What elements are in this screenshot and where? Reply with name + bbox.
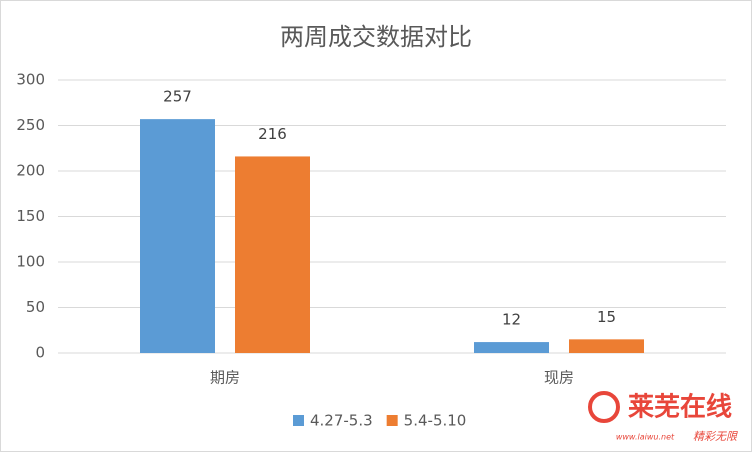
legend-swatch: [386, 415, 398, 426]
chart-title: 两周成交数据对比: [280, 23, 472, 51]
data-label: 216: [258, 125, 287, 143]
legend-label: 5.4-5.10: [404, 412, 467, 430]
data-label: 257: [163, 88, 192, 106]
bar: [140, 119, 215, 353]
y-tick-label: 300: [16, 71, 45, 89]
y-tick-label: 250: [16, 116, 45, 134]
y-tick-label: 0: [35, 344, 45, 362]
bar: [235, 156, 310, 353]
legend-label: 4.27-5.3: [310, 412, 373, 430]
y-tick-label: 100: [16, 253, 45, 271]
bar: [474, 342, 549, 353]
watermark: 莱芜在线 www.laiwu.net 精彩无限: [588, 391, 738, 443]
x-tick-label: 现房: [544, 369, 574, 387]
watermark-logo: [588, 391, 620, 423]
y-tick-label: 50: [26, 298, 45, 316]
data-label: 12: [502, 311, 521, 329]
legend-swatch: [293, 415, 304, 426]
bar: [569, 339, 644, 353]
y-tick-label: 150: [16, 207, 45, 225]
x-tick-label: 期房: [210, 369, 240, 387]
watermark-url: www.laiwu.net: [616, 433, 675, 442]
watermark-slogan: 精彩无限: [693, 430, 738, 443]
watermark-name: 莱芜在线: [628, 393, 732, 423]
data-label: 15: [597, 308, 616, 326]
y-tick-label: 200: [16, 162, 45, 180]
